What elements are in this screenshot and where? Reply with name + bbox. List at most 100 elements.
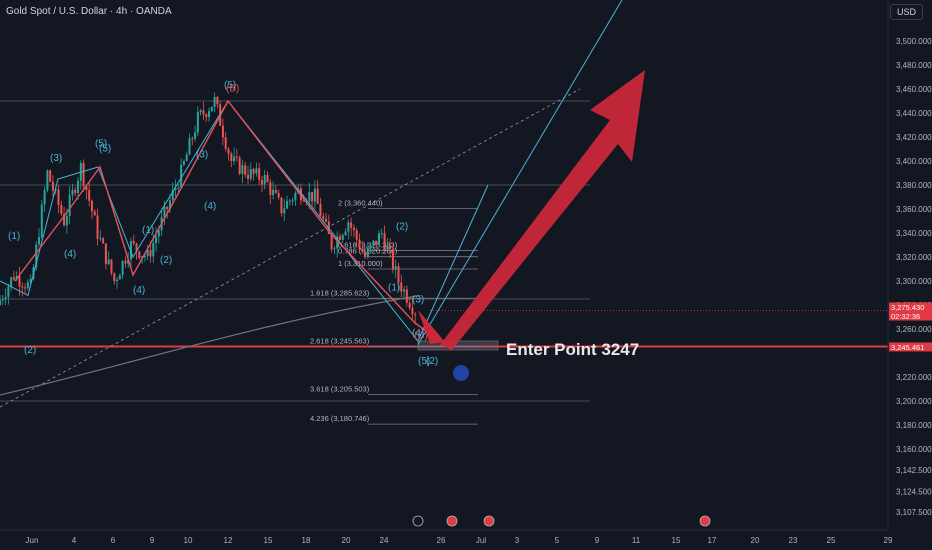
- candle-body: [308, 192, 311, 201]
- candle-body: [247, 174, 250, 179]
- candle-body: [82, 163, 85, 187]
- candle-body: [302, 200, 305, 202]
- time-tick-label: 29: [884, 536, 893, 545]
- candle-body: [185, 154, 188, 162]
- candle-body: [104, 243, 107, 265]
- candle-body: [113, 273, 116, 282]
- time-tick-label: 20: [751, 536, 760, 545]
- candle-body: [338, 236, 341, 240]
- candle-body: [364, 251, 367, 258]
- candle-body: [233, 156, 236, 162]
- candle-body: [71, 189, 74, 196]
- event-flag-icon: [699, 515, 711, 527]
- candle-body: [1, 299, 4, 301]
- fib-level-label: 2.618 (3,245.563): [310, 336, 370, 345]
- candle-body: [88, 189, 91, 201]
- time-tick-label: 5: [555, 536, 560, 545]
- price-tick-label: 3,320.000: [896, 253, 932, 262]
- candle-body: [224, 137, 227, 149]
- candle-body: [35, 244, 38, 268]
- candle-body: [65, 215, 68, 226]
- wave-label: (3): [412, 295, 424, 306]
- price-tick-label: 3,124.500: [896, 488, 932, 497]
- fib-level-label: 1.618 (3,285.623): [310, 288, 370, 297]
- candle-body: [355, 230, 358, 240]
- candle-body: [411, 307, 414, 315]
- price-tick-label: 3,300.000: [896, 277, 932, 286]
- price-tick-label: 3,420.000: [896, 133, 932, 142]
- candle-body: [400, 282, 403, 292]
- time-tick-label: 9: [150, 536, 155, 545]
- candle-body: [352, 227, 355, 231]
- elliott-waves: (1) (2) (3) (4) (5) (1) (2) (3) (4) (5) (1) (2) (3) (…: [0, 0, 623, 367]
- candle-body: [146, 250, 149, 257]
- candle-body: [325, 218, 328, 222]
- candle-body: [196, 112, 199, 133]
- wave-label: (4): [412, 328, 424, 339]
- time-tick-label: 17: [708, 536, 717, 545]
- candle-body: [85, 186, 88, 190]
- candle-body: [152, 243, 155, 257]
- wave-label: (1): [8, 231, 20, 242]
- price-tag-box: [889, 342, 932, 352]
- candle-body: [24, 287, 27, 289]
- moving-average: [0, 294, 421, 396]
- chart-title: Gold Spot / U.S. Dollar · 4h · OANDA: [6, 6, 172, 17]
- time-tick-label: Jun: [26, 536, 39, 545]
- candle-body: [386, 245, 389, 250]
- candle-body: [102, 238, 105, 244]
- candle-body: [330, 233, 333, 250]
- price-tick-label: 3,260.000: [896, 325, 932, 334]
- candle-body: [288, 200, 291, 202]
- candle-body: [249, 169, 252, 179]
- candle-body: [29, 278, 32, 283]
- time-axis: Jun 4 6 9 10 12 15 18 20 24 26 Jul 3 5 9 11 15 17 20 23 25 29: [0, 529, 893, 545]
- fib-level-label: 2 (3,360.440): [338, 198, 383, 207]
- candle-body: [155, 236, 158, 244]
- candle-body: [221, 125, 224, 138]
- candle-body: [63, 213, 66, 226]
- candle-body: [4, 297, 7, 300]
- candle-body: [244, 165, 247, 175]
- candle-body: [171, 189, 174, 201]
- candle-body: [344, 231, 347, 235]
- candle-body: [230, 153, 233, 162]
- blue-wave-line: [0, 100, 489, 342]
- candle-body: [258, 168, 261, 180]
- candle-body: [138, 251, 141, 259]
- time-tick-label: 25: [827, 536, 836, 545]
- wave-label: (1): [388, 283, 400, 294]
- candle-body: [205, 114, 208, 117]
- candle-body: [135, 243, 138, 252]
- event-flag-icon: [483, 515, 495, 527]
- candle-body: [7, 286, 10, 298]
- price-tick-label: 3,360.000: [896, 205, 932, 214]
- wave-label: (2): [426, 356, 438, 367]
- candle-body: [40, 204, 43, 238]
- candle-body: [263, 174, 266, 185]
- rocket-icon: [453, 365, 469, 381]
- candle-body: [350, 222, 353, 228]
- candle-body: [389, 245, 392, 250]
- price-tick-label: 3,480.000: [896, 61, 932, 70]
- candle-body: [403, 289, 406, 292]
- moving-average-line: [0, 294, 421, 396]
- candle-body: [43, 190, 46, 205]
- bullish-projection-arrow: [440, 70, 645, 350]
- candle-body: [380, 233, 383, 235]
- candle-body: [372, 240, 375, 246]
- candle-body: [93, 211, 96, 216]
- time-tick-label: 26: [437, 536, 446, 545]
- price-tag-text: 3,245.461: [891, 343, 924, 352]
- event-flag-icon: [446, 515, 458, 527]
- candle-body: [188, 138, 191, 155]
- projection-arrows: [418, 70, 645, 350]
- candle-body: [163, 206, 166, 218]
- candle-body: [316, 188, 319, 204]
- currency-selector[interactable]: USD: [889, 4, 923, 20]
- candle-body: [129, 240, 132, 260]
- time-tick-label: 24: [380, 536, 389, 545]
- candle-body: [90, 200, 93, 212]
- candle-body: [26, 282, 29, 289]
